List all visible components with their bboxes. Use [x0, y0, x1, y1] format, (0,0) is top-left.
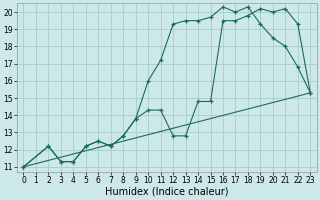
X-axis label: Humidex (Indice chaleur): Humidex (Indice chaleur) — [105, 187, 229, 197]
